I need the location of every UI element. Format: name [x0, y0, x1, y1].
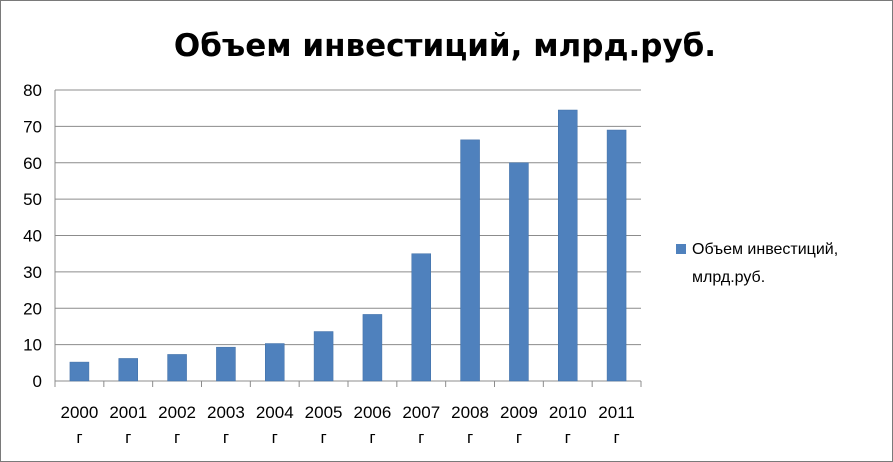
legend-label-line-2: млрд.руб. — [692, 269, 765, 286]
bar — [216, 346, 236, 382]
x-tick-label-suffix: г — [174, 428, 180, 447]
y-tick-label: 30 — [23, 263, 42, 282]
bar — [606, 129, 627, 382]
legend-swatch — [676, 244, 686, 254]
x-axis-ticks: 2000 г 2001 г 2002 г 2003 г 2004 г 2005 г 2006 г 2007 г… — [61, 403, 635, 447]
bar — [69, 361, 90, 382]
x-tick-label: 2001 — [109, 403, 147, 422]
x-tick-label-suffix: г — [223, 428, 229, 447]
y-axis-ticks: 0 10 20 30 40 50 60 70 80 — [23, 81, 42, 391]
bar — [313, 331, 334, 382]
x-tick-label-suffix: г — [418, 428, 424, 447]
bar — [118, 358, 138, 382]
legend-label-line-1: Объем инвестиций, — [692, 241, 838, 258]
y-tick-label: 80 — [23, 81, 42, 100]
x-tick-label: 2002 — [158, 403, 196, 422]
y-tick-label: 20 — [23, 299, 42, 318]
x-tick-label-suffix: г — [565, 428, 571, 447]
y-tick-label: 10 — [23, 336, 42, 355]
axes — [54, 90, 642, 387]
x-tick-label-suffix: г — [516, 428, 522, 447]
bar — [509, 162, 529, 382]
x-tick-label-suffix: г — [320, 428, 326, 447]
x-tick-label: 2007 — [402, 403, 440, 422]
x-tick-label: 2005 — [305, 403, 343, 422]
bar — [411, 253, 431, 382]
x-tick-label: 2009 — [500, 403, 538, 422]
bar — [167, 354, 187, 382]
legend: Объем инвестиций, млрд.руб. — [676, 241, 843, 286]
x-tick-label-suffix: г — [613, 428, 619, 447]
bar — [265, 343, 285, 382]
bar — [362, 314, 383, 382]
x-tick-label: 2004 — [256, 403, 294, 422]
x-tick-label: 2008 — [451, 403, 489, 422]
x-tick-label-suffix: г — [272, 428, 278, 447]
x-tick-label: 2006 — [354, 403, 392, 422]
y-tick-label: 60 — [23, 154, 42, 173]
bar — [460, 139, 480, 382]
x-tick-label-suffix: г — [125, 428, 131, 447]
chart-title: Объем инвестиций, млрд.руб. — [174, 28, 716, 64]
y-tick-label: 40 — [23, 227, 42, 246]
x-tick-label: 2003 — [207, 403, 245, 422]
x-tick-label: 2010 — [549, 403, 587, 422]
bar — [558, 109, 578, 382]
x-tick-label-suffix: г — [369, 428, 375, 447]
gridlines — [55, 89, 641, 346]
y-tick-label: 50 — [23, 190, 42, 209]
bars — [69, 109, 627, 382]
y-tick-label: 0 — [33, 372, 42, 391]
x-tick-label: 2000 — [61, 403, 99, 422]
y-tick-label: 70 — [23, 117, 42, 136]
x-tick-label-suffix: г — [76, 428, 82, 447]
x-tick-label-suffix: г — [467, 428, 473, 447]
legend-label: Объем инвестиций, млрд.руб. — [692, 241, 843, 286]
x-tick-label: 2011 — [598, 403, 635, 422]
